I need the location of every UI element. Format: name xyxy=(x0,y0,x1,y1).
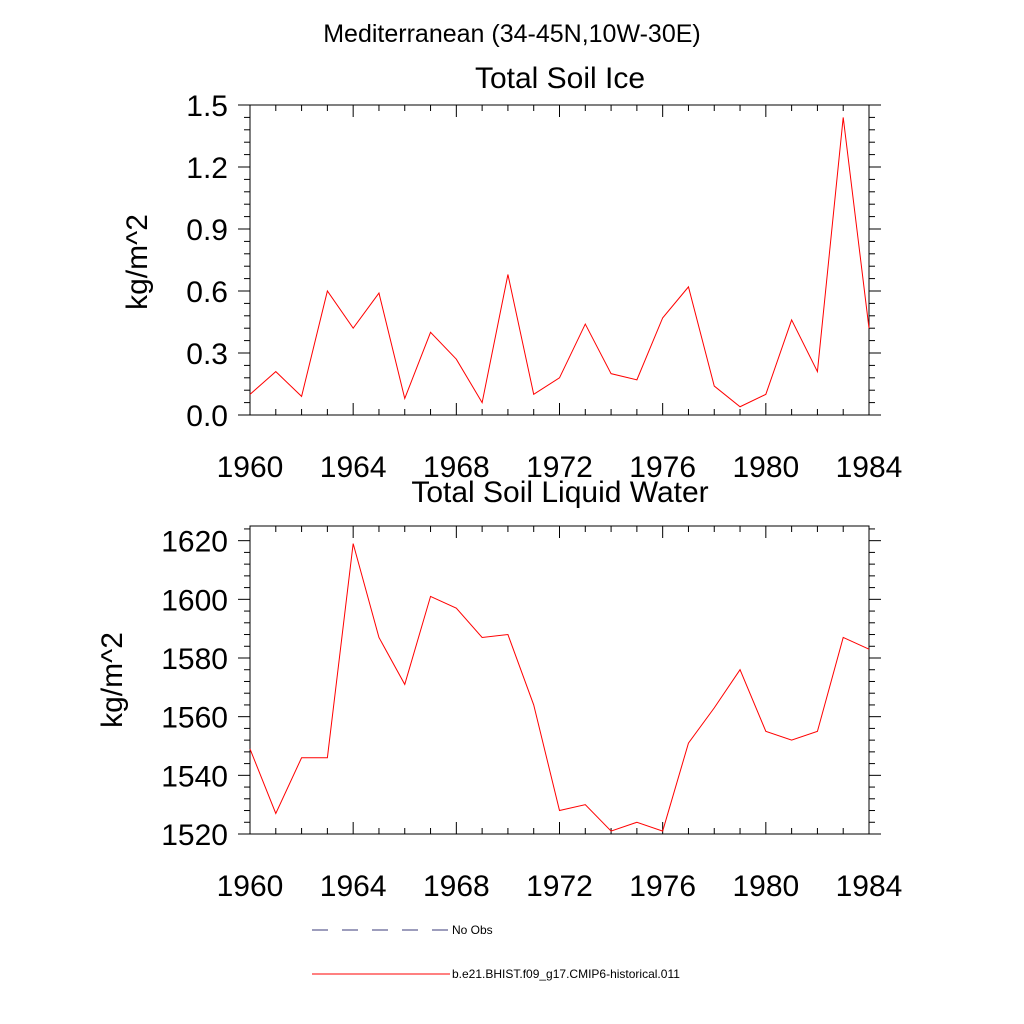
series-line xyxy=(249,117,870,408)
x-tick-label: 1960 xyxy=(217,451,284,484)
x-tick-label: 1984 xyxy=(836,451,903,484)
x-tick-label: 1972 xyxy=(526,870,593,903)
figure-title: Mediterranean (34-45N,10W-30E) xyxy=(323,20,701,48)
y-axis-label: kg/m^2 xyxy=(96,632,129,728)
y-tick-label: 1560 xyxy=(161,702,228,735)
x-tick-label: 1964 xyxy=(320,451,387,484)
x-tick-label: 1980 xyxy=(732,451,799,484)
x-tick-label: 1972 xyxy=(526,451,593,484)
x-tick-label: 1960 xyxy=(217,870,284,903)
y-tick-label: 1520 xyxy=(161,819,228,852)
plot-frame xyxy=(249,104,870,416)
chart-title: Total Soil Liquid Water xyxy=(411,476,708,509)
x-tick-label: 1980 xyxy=(732,870,799,903)
legend-label-no-obs: No Obs xyxy=(452,923,493,937)
series-line xyxy=(249,543,870,832)
chart-title: Total Soil Ice xyxy=(475,62,645,95)
y-tick-label: 1580 xyxy=(161,643,228,676)
y-tick-label: 0.9 xyxy=(186,214,228,247)
x-tick-label: 1976 xyxy=(629,870,696,903)
legend-label-model: b.e21.BHIST.f09_g17.CMIP6-historical.011 xyxy=(452,967,680,981)
y-tick-label: 0.3 xyxy=(186,338,228,371)
y-axis-label: kg/m^2 xyxy=(121,214,154,310)
x-tick-label: 1984 xyxy=(836,870,903,903)
y-tick-label: 0.6 xyxy=(186,276,228,309)
x-tick-label: 1968 xyxy=(423,451,490,484)
y-tick-label: 0.0 xyxy=(186,400,228,433)
y-tick-label: 1540 xyxy=(161,760,228,793)
x-tick-label: 1964 xyxy=(320,870,387,903)
plot-frame xyxy=(249,525,870,835)
x-tick-label: 1976 xyxy=(629,451,696,484)
x-tick-label: 1968 xyxy=(423,870,490,903)
y-tick-label: 1.2 xyxy=(186,152,228,185)
chart-panel-soil-ice: Total Soil Ice kg/m^2 1960 1964 1968 1972 19… xyxy=(121,62,902,484)
chart-panel-soil-liquid-water: Total Soil Liquid Water kg/m^2 1960 1964 1… xyxy=(96,476,902,903)
legend: No Obs b.e21.BHIST.f09_g17.CMIP6-histori… xyxy=(312,923,680,981)
y-tick-label: 1600 xyxy=(161,584,228,617)
y-tick-label: 1620 xyxy=(161,526,228,559)
y-tick-label: 1.5 xyxy=(186,90,228,123)
